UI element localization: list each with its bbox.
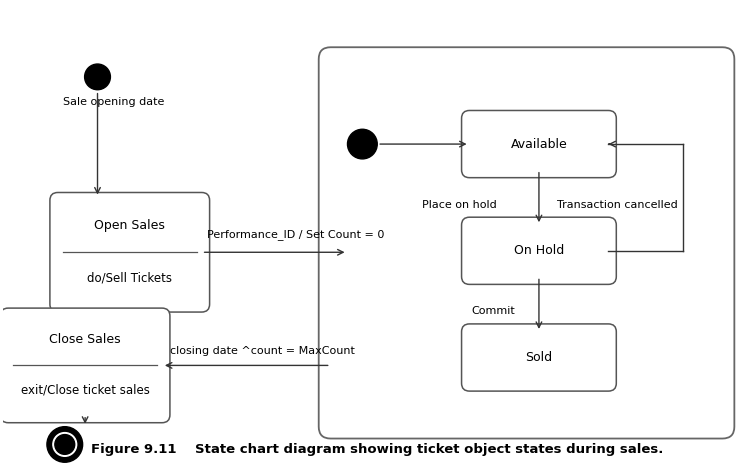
Text: Sold: Sold: [526, 351, 553, 364]
Text: Figure 9.11    State chart diagram showing ticket object states during sales.: Figure 9.11 State chart diagram showing …: [90, 443, 663, 456]
Circle shape: [53, 432, 77, 456]
Text: On Hold: On Hold: [514, 244, 564, 257]
Text: do/Sell Tickets: do/Sell Tickets: [87, 272, 172, 285]
Text: exit/Close ticket sales: exit/Close ticket sales: [20, 383, 150, 396]
Text: closing date ^count = MaxCount: closing date ^count = MaxCount: [170, 346, 355, 355]
Text: Transaction cancelled: Transaction cancelled: [556, 200, 678, 210]
Circle shape: [55, 435, 75, 454]
FancyBboxPatch shape: [462, 324, 616, 391]
FancyBboxPatch shape: [462, 217, 616, 284]
Text: Available: Available: [511, 138, 567, 150]
FancyBboxPatch shape: [319, 47, 734, 439]
Text: Commit: Commit: [471, 306, 515, 316]
FancyBboxPatch shape: [50, 192, 209, 312]
Circle shape: [84, 64, 111, 90]
Text: Sale opening date: Sale opening date: [62, 97, 164, 106]
Text: Performance_ID / Set Count = 0: Performance_ID / Set Count = 0: [206, 229, 384, 240]
Circle shape: [47, 427, 83, 462]
Circle shape: [347, 129, 377, 159]
FancyBboxPatch shape: [462, 111, 616, 177]
Text: Open Sales: Open Sales: [94, 219, 165, 232]
FancyBboxPatch shape: [0, 308, 170, 423]
Text: Close Sales: Close Sales: [49, 333, 121, 346]
Text: Place on hold: Place on hold: [422, 200, 497, 210]
